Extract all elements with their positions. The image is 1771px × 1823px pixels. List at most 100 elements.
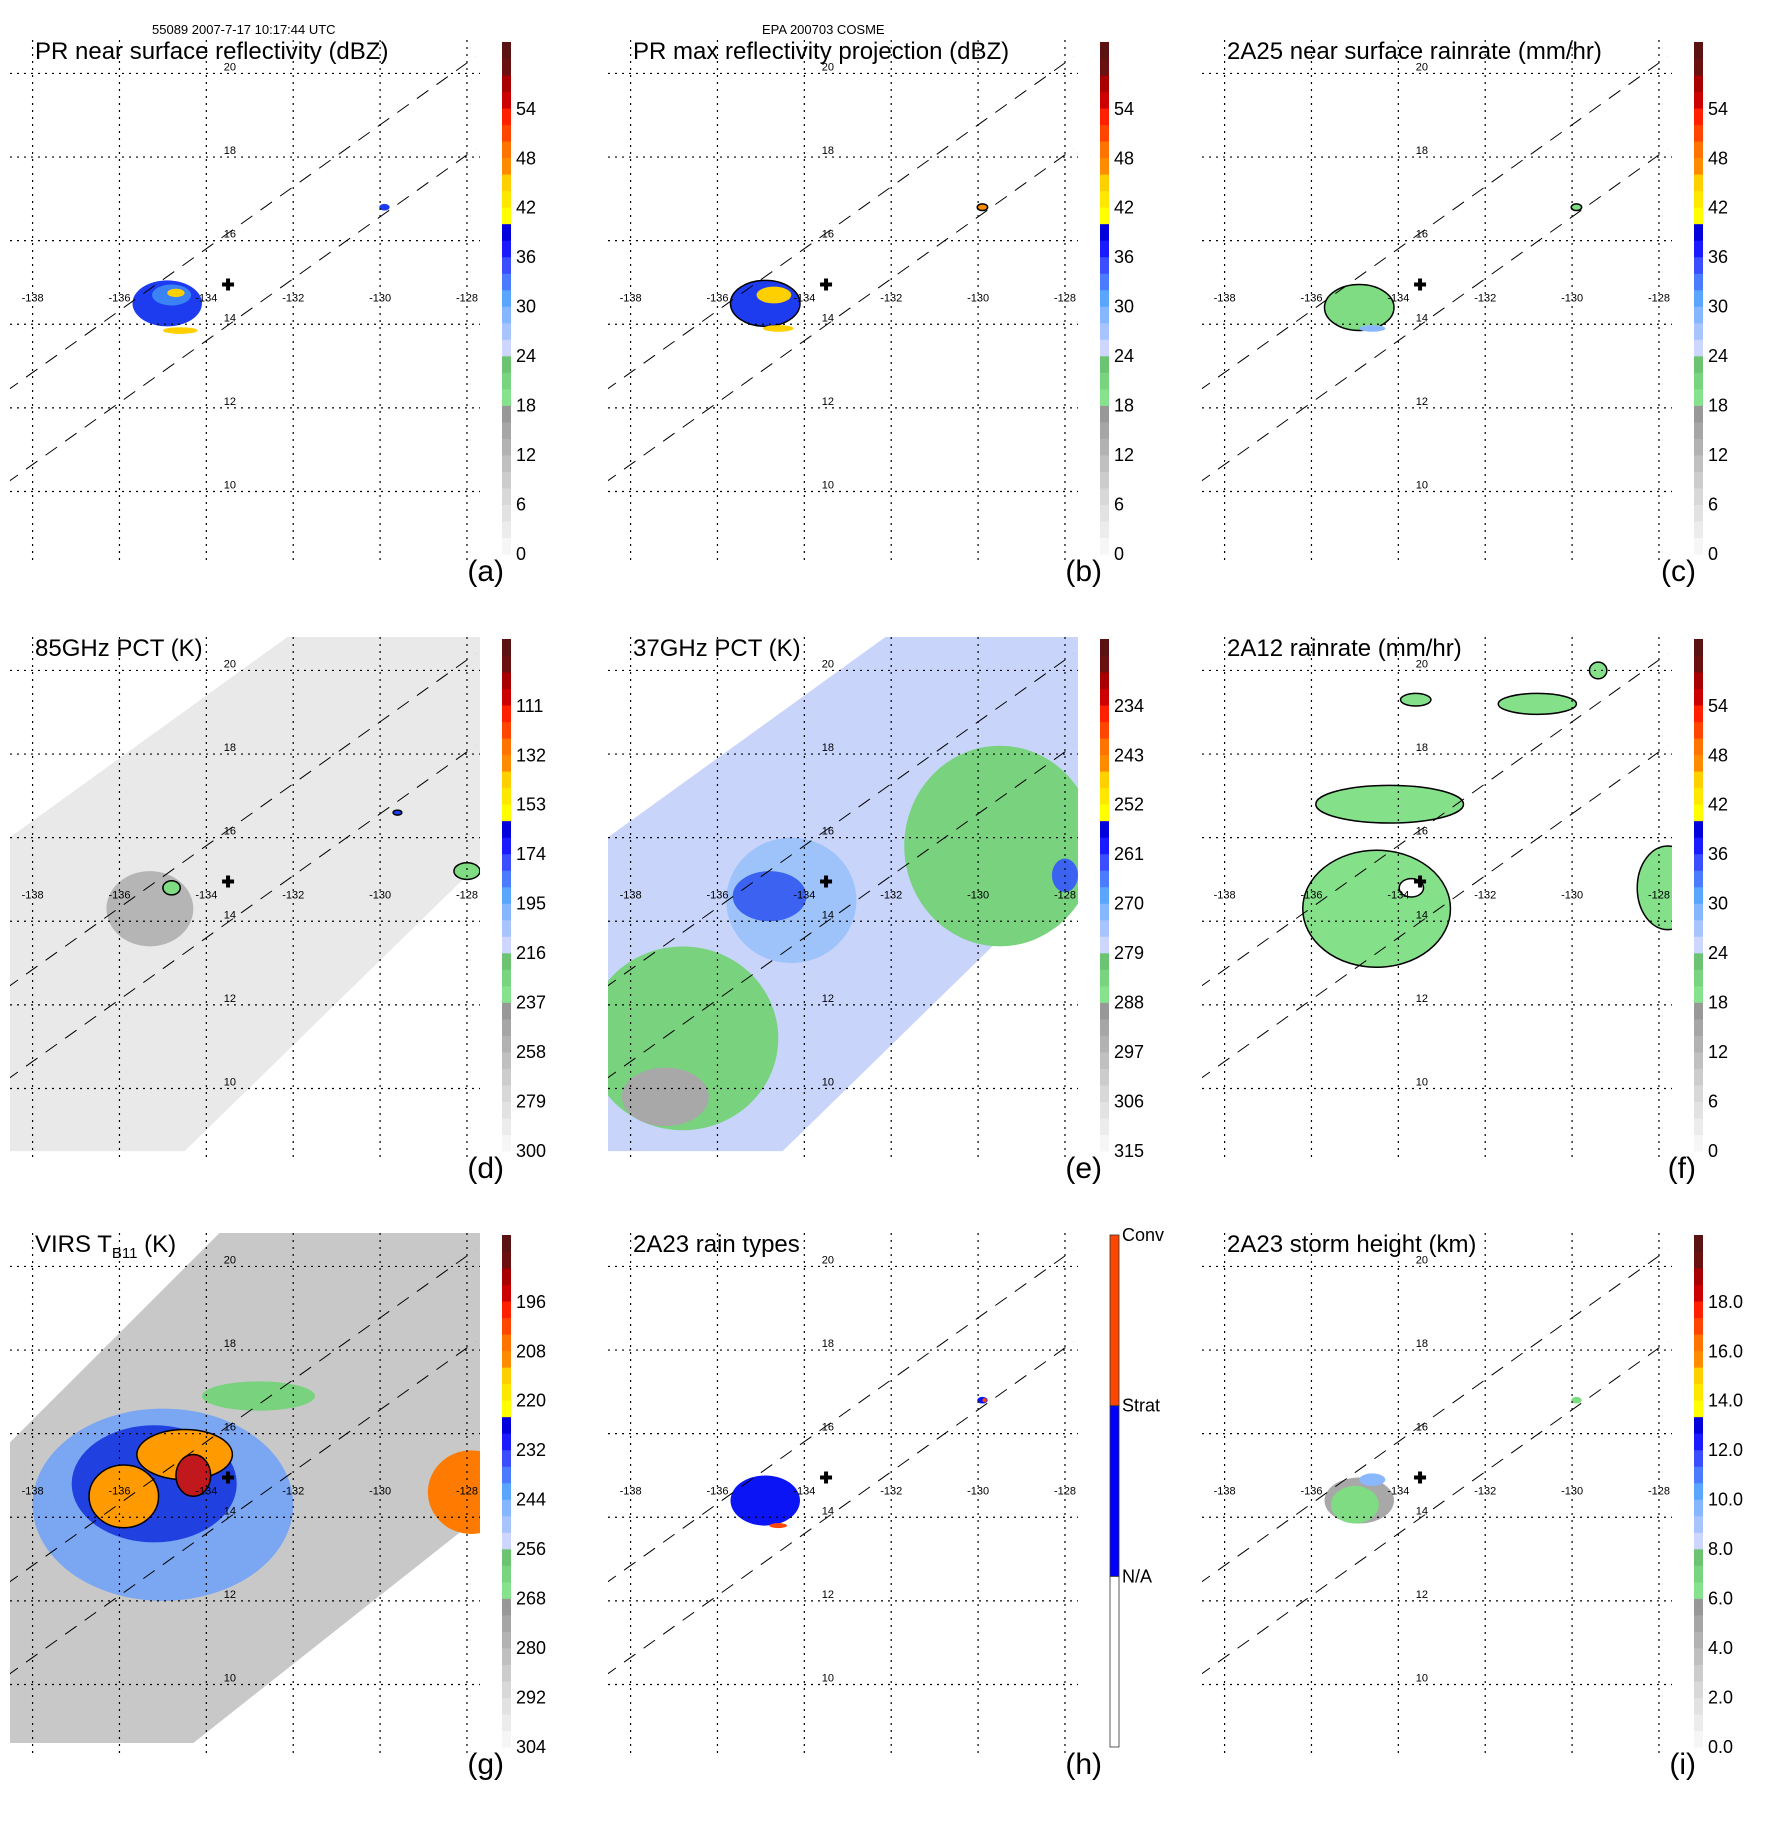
lat-tick-label: 10 — [822, 1076, 834, 1088]
lat-tick-label: 14 — [1416, 909, 1428, 921]
echo-feature — [1359, 325, 1386, 332]
colorbar-segment — [1100, 1068, 1109, 1086]
colorbar-tick-label: 12 — [1708, 1042, 1728, 1062]
lon-tick-label: -134 — [793, 1485, 815, 1497]
echo-feature — [175, 1453, 212, 1498]
echo-feature — [1636, 845, 1672, 931]
storm-center-icon — [222, 278, 235, 291]
colorbar-segment — [1694, 223, 1703, 241]
colorbar-tick-label: 54 — [1708, 696, 1728, 716]
lon-tick-label: -134 — [195, 1485, 217, 1497]
colorbar-segment — [1694, 42, 1703, 60]
colorbar-tick-label: 261 — [1114, 844, 1144, 864]
colorbar-segment — [1100, 157, 1109, 175]
lat-tick-label: 12 — [822, 396, 834, 408]
colorbar-segment — [502, 1466, 511, 1484]
lat-tick-label: 12 — [1416, 1589, 1428, 1601]
colorbar-segment — [1694, 1117, 1703, 1135]
echo-feature — [1323, 283, 1395, 332]
lat-tick-label: 20 — [1416, 61, 1428, 73]
panel-c: -138 -136 -134 -132 -130 -128 10 12 14 16 18 20 0 6 12… — [1192, 38, 1771, 630]
colorbar-segment — [502, 157, 511, 175]
colorbar-segment — [1694, 1068, 1703, 1086]
panel-title: 85GHz PCT (K) — [35, 635, 203, 662]
colorbar-segment — [502, 322, 511, 340]
colorbar-segment — [1694, 639, 1703, 657]
colorbar-segment — [502, 1284, 511, 1302]
echo-feature — [162, 879, 182, 896]
echo-feature — [904, 745, 1078, 947]
colorbar-segment — [1694, 1647, 1703, 1665]
colorbar-segment — [1694, 1548, 1703, 1566]
storm-center-icon — [222, 875, 235, 888]
colorbar-segment — [1694, 919, 1703, 937]
colorbar-segment — [502, 1002, 511, 1020]
colorbar-segment — [502, 339, 511, 357]
colorbar-segment — [502, 454, 511, 472]
colorbar-segment — [1694, 1284, 1703, 1302]
colorbar-tick-label: 2.0 — [1708, 1688, 1733, 1708]
lon-tick-label: -136 — [108, 889, 130, 901]
colorbar-segment — [1100, 91, 1109, 109]
map-plot-f: -138 -136 -134 -132 -130 -128 10 12 14 16 18 20 0 6 12… — [1202, 637, 1728, 1161]
colorbar-segment — [1694, 1251, 1703, 1269]
colorbar-segment — [1694, 487, 1703, 505]
colorbar-segment — [1694, 1730, 1703, 1748]
colorbar-segment — [1694, 1350, 1703, 1368]
colorbar-tick-label: 30 — [516, 297, 536, 317]
colorbar-segment — [1694, 787, 1703, 805]
colorbar-segment — [1694, 273, 1703, 291]
lon-tick-label: -136 — [1300, 292, 1322, 304]
colorbar-segment — [1694, 1664, 1703, 1682]
colorbar-segment — [502, 1416, 511, 1434]
map-plot-h: -138 -136 -134 -132 -130 -128 10 12 14 16 18 20 N/A S… — [608, 1225, 1164, 1753]
colorbar-segment — [1694, 1035, 1703, 1053]
colorbar-segment — [1694, 322, 1703, 340]
colorbar-segment — [1694, 1400, 1703, 1418]
colorbar-segment — [1100, 886, 1109, 904]
lon-tick-label: -130 — [1561, 889, 1583, 901]
colorbar-segment — [1694, 952, 1703, 970]
echo-feature — [621, 1067, 709, 1127]
colorbar-tick-label: 6.0 — [1708, 1589, 1733, 1609]
lat-tick-label: 16 — [822, 229, 834, 241]
colorbar-tick-label: 48 — [1114, 148, 1134, 168]
lat-tick-label: 10 — [822, 1672, 834, 1684]
storm-center-icon — [820, 1471, 833, 1484]
colorbar-segment — [1694, 969, 1703, 987]
colorbar-segment — [1100, 141, 1109, 159]
lat-tick-label: 12 — [822, 1589, 834, 1601]
lon-tick-label: -128 — [456, 889, 478, 901]
echo-feature — [1359, 1473, 1386, 1486]
colorbar-segment — [502, 969, 511, 987]
colorbar-b: 0 6 12 18 24 30 36 42 48 54 — [1100, 42, 1134, 564]
colorbar-segment — [1694, 157, 1703, 175]
lat-tick-label: 14 — [224, 909, 236, 921]
colorbar-segment — [502, 837, 511, 855]
lon-tick-label: -130 — [967, 889, 989, 901]
panel-e: -138 -136 -134 -132 -130 -128 10 12 14 16 18 20 315 3… — [598, 635, 1188, 1227]
lon-tick-label: -132 — [282, 292, 304, 304]
colorbar-segment — [502, 1631, 511, 1649]
colorbar-segment — [1100, 754, 1109, 772]
colorbar-segment — [1694, 936, 1703, 954]
colorbar-tick-label: 0 — [1708, 1141, 1718, 1161]
colorbar-segment — [1694, 520, 1703, 538]
colorbar-segment — [1100, 190, 1109, 208]
echo-feature — [763, 325, 794, 332]
panel-letter-label: (d) — [467, 1152, 504, 1185]
colorbar-segment — [502, 738, 511, 756]
lat-tick-label: 16 — [822, 826, 834, 838]
colorbar-segment — [1694, 1697, 1703, 1715]
swath-coverage — [10, 637, 480, 1152]
colorbar-segment — [502, 1334, 511, 1352]
colorbar-segment — [1100, 1134, 1109, 1152]
pr-swath-edge — [1202, 1341, 1668, 1675]
lat-tick-label: 10 — [224, 479, 236, 491]
colorbar-segment — [1694, 1449, 1703, 1467]
panel-a: -138 -136 -134 -132 -130 -128 10 12 14 16 18 20 0 6 12… — [0, 38, 590, 630]
colorbar-segment — [502, 1018, 511, 1036]
panel-d: -138 -136 -134 -132 -130 -128 10 12 14 16 18 20 300 2… — [0, 635, 590, 1227]
colorbar-segment — [502, 886, 511, 904]
colorbar-segment — [1109, 1405, 1120, 1577]
